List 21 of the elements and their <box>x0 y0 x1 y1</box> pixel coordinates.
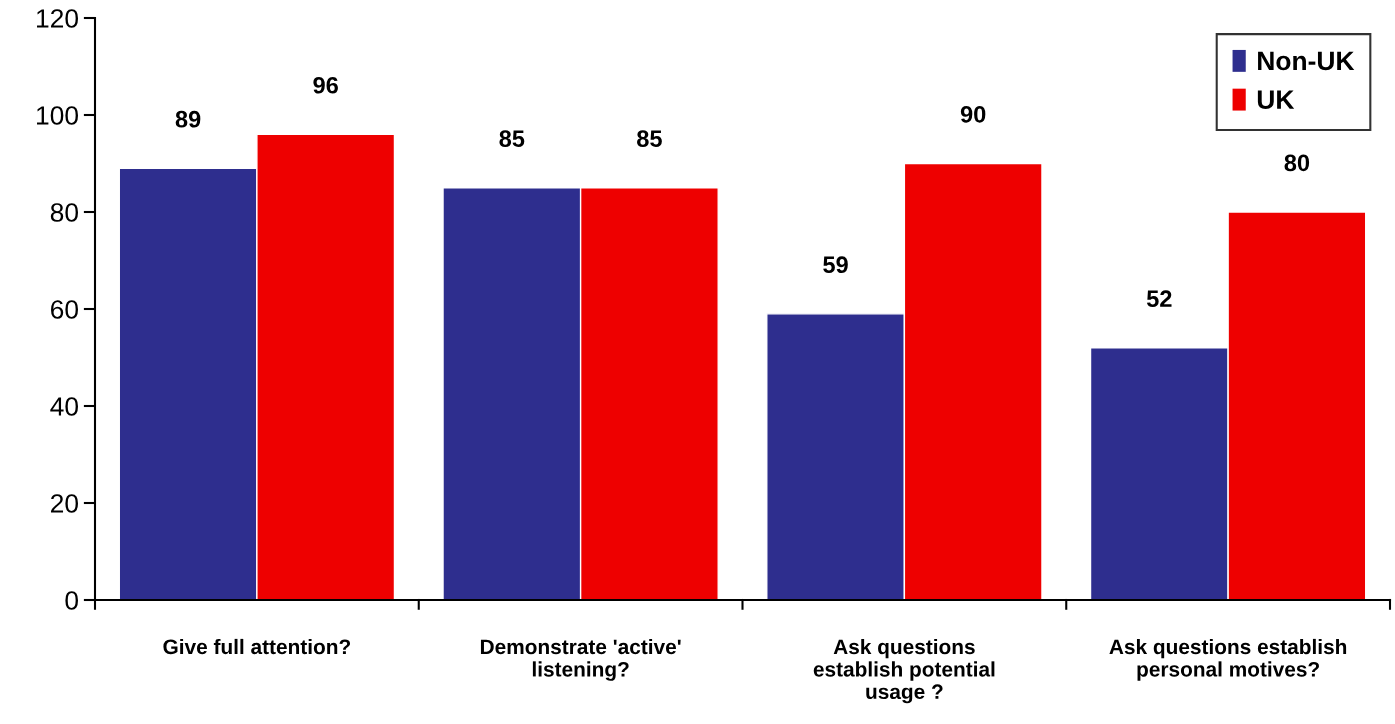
y-tick-label: 80 <box>50 203 78 222</box>
data-label: 80 <box>1284 154 1310 172</box>
y-tick-label: 20 <box>51 494 78 513</box>
legend-label: Non-UK <box>1258 51 1355 71</box>
data-label: 90 <box>960 106 986 123</box>
data-label: 89 <box>175 110 201 128</box>
x-tick-label: Demonstrate 'active' listening? <box>480 638 681 681</box>
x-tick-label: Give full attention? <box>163 638 351 655</box>
data-label: 96 <box>313 76 338 94</box>
y-tick-label: 120 <box>37 9 78 28</box>
y-tick-label: 100 <box>37 106 78 125</box>
y-tick-label: 0 <box>65 591 78 610</box>
data-label: 59 <box>823 256 848 274</box>
y-tick-label: 60 <box>51 300 78 319</box>
data-label: 85 <box>637 130 662 147</box>
data-label: 52 <box>1146 290 1172 308</box>
data-label: 85 <box>499 130 525 147</box>
x-tick-label: Ask questions establish personal motives? <box>1109 638 1347 681</box>
y-tick-label: 40 <box>50 397 78 416</box>
legend-label: UK <box>1257 90 1295 109</box>
x-tick-label: Ask questions establish potential usage ? <box>813 638 995 704</box>
